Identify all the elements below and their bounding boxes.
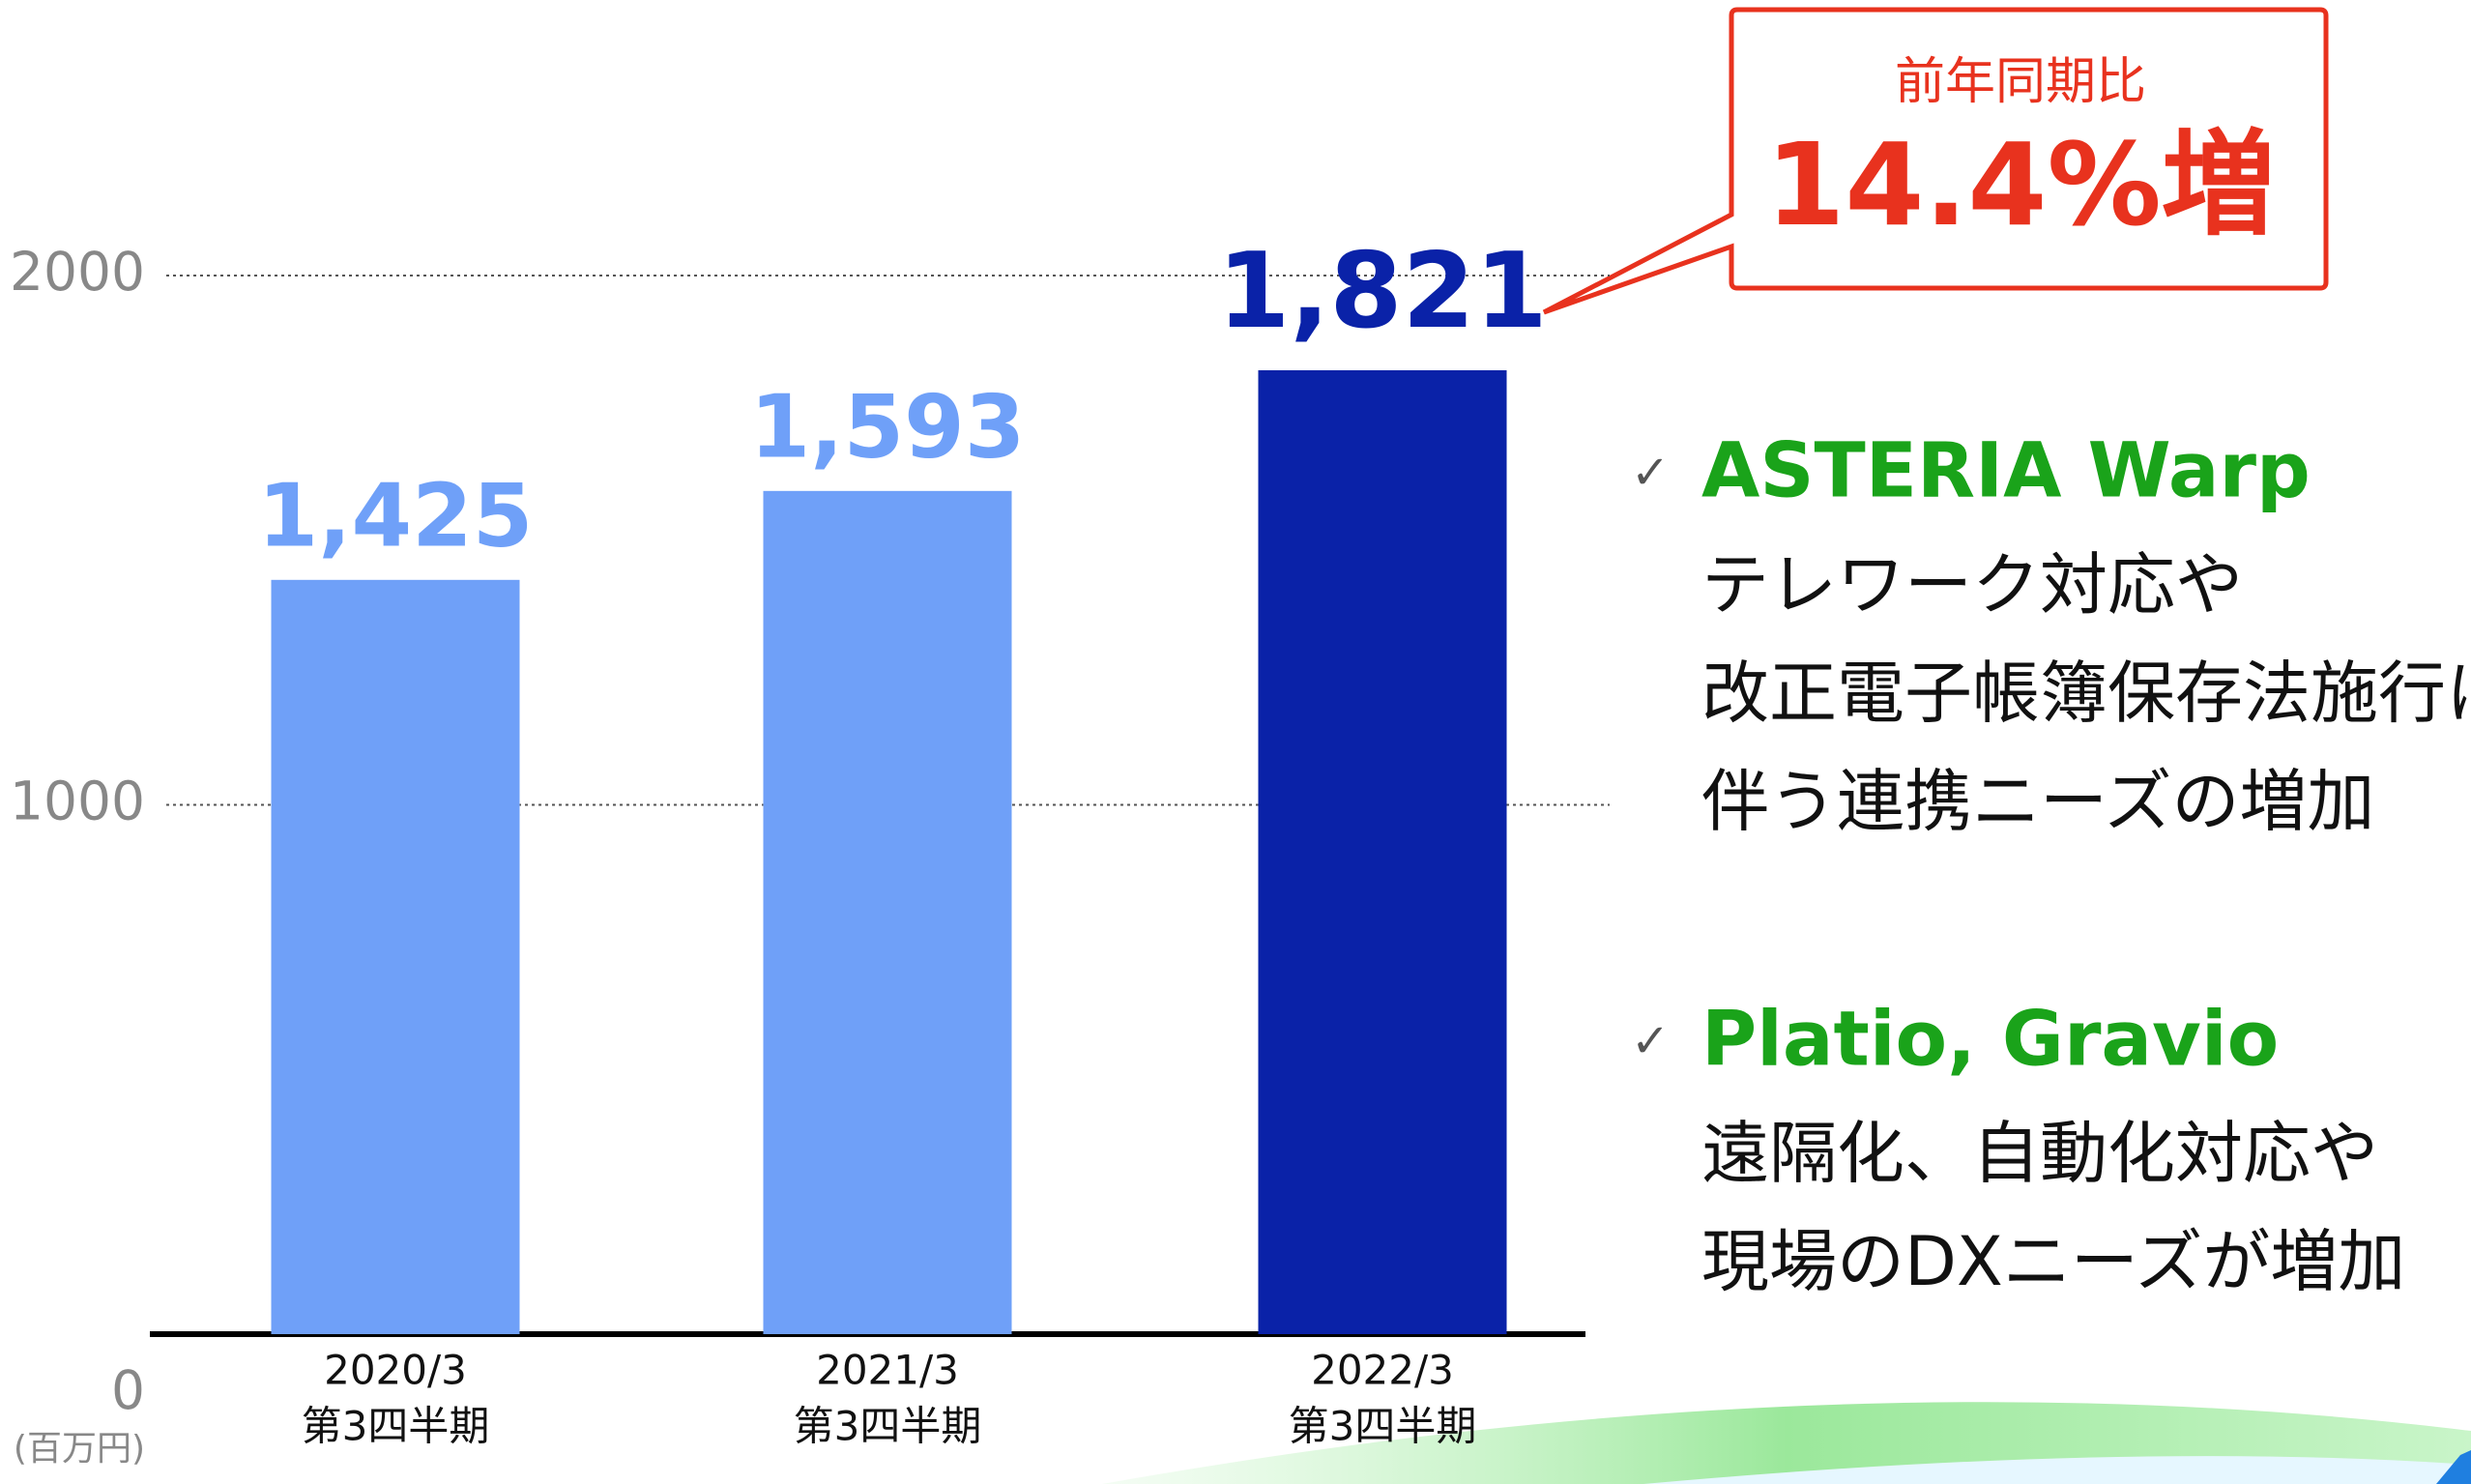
note-line: 遠隔化、自動化対応や [1701,1114,2378,1193]
note-line: 現場のDXニーズが増加 [1701,1222,2405,1301]
note-check: ✓ [1631,446,1670,500]
value-label: 1,593 [750,377,1026,479]
y-tick-label: 1000 [10,771,145,832]
chart: 前年同期比 14.4%増 (百万円) 0 1000 2000 1,425 2020/3 第… [0,0,2471,1484]
note-line: テレワーク対応や [1701,545,2243,625]
callout-heading: 前年同期比 [1895,53,2146,111]
x-tick-sublabel: 第3四半期 [794,1403,982,1450]
unit-label: (百万円) [14,1429,145,1469]
bar [1259,370,1507,1334]
x-tick-label: 2021/3 [816,1347,959,1394]
note-title: Platio, Gravio [1701,996,2279,1083]
value-label: 1,821 [1217,231,1548,352]
x-tick-sublabel: 第3四半期 [1289,1403,1477,1450]
x-tick-sublabel: 第3四半期 [302,1403,490,1450]
y-tick-label: 0 [111,1359,145,1421]
bar [764,491,1012,1334]
y-tick-label: 2000 [10,241,145,303]
note-check: ✓ [1631,1014,1670,1068]
x-tick-label: 2020/3 [324,1347,467,1394]
note-line: 伴う連携ニーズの増加 [1701,762,2375,841]
bar [272,580,520,1334]
note-line: 改正電子帳簿保存法施行に [1701,654,2471,733]
note-title: ASTERIA Warp [1701,427,2311,514]
x-tick-label: 2022/3 [1311,1347,1454,1394]
value-label: 1,425 [258,466,534,567]
callout-value: 14.4%増 [1765,118,2275,251]
